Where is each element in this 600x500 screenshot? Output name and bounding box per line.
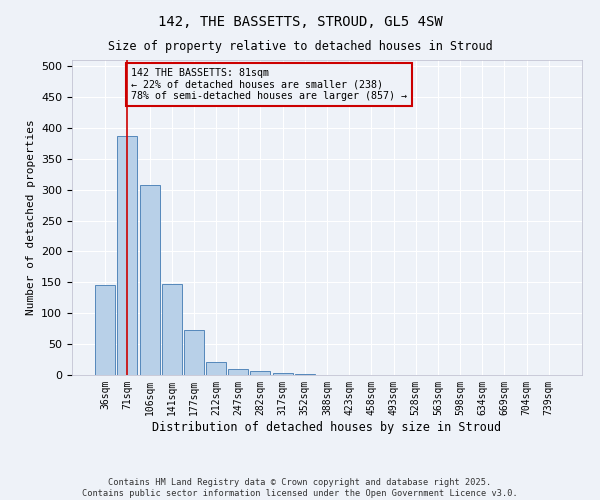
- Text: 142, THE BASSETTS, STROUD, GL5 4SW: 142, THE BASSETTS, STROUD, GL5 4SW: [158, 15, 442, 29]
- Bar: [272, 372, 293, 375]
- Bar: [95, 286, 115, 375]
- Bar: [250, 370, 271, 375]
- Y-axis label: Number of detached properties: Number of detached properties: [26, 120, 35, 316]
- Bar: [295, 374, 315, 375]
- Bar: [140, 185, 160, 375]
- Bar: [118, 136, 137, 375]
- X-axis label: Distribution of detached houses by size in Stroud: Distribution of detached houses by size …: [152, 420, 502, 434]
- Bar: [228, 369, 248, 375]
- Bar: [184, 330, 204, 375]
- Bar: [206, 362, 226, 375]
- Text: Contains HM Land Registry data © Crown copyright and database right 2025.
Contai: Contains HM Land Registry data © Crown c…: [82, 478, 518, 498]
- Bar: [162, 284, 182, 375]
- Text: 142 THE BASSETTS: 81sqm
← 22% of detached houses are smaller (238)
78% of semi-d: 142 THE BASSETTS: 81sqm ← 22% of detache…: [131, 68, 407, 101]
- Text: Size of property relative to detached houses in Stroud: Size of property relative to detached ho…: [107, 40, 493, 53]
